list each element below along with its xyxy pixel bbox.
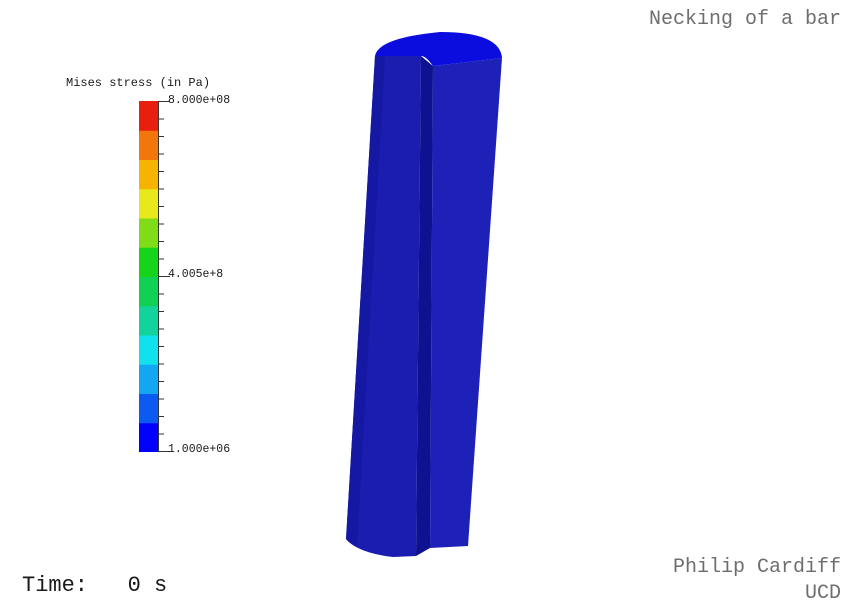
colorbar-band <box>139 393 158 424</box>
organization-credit: UCD <box>804 582 841 605</box>
bar-top-cap <box>375 32 502 66</box>
colorbar-band <box>139 159 158 190</box>
bar-outer-shade <box>346 56 385 547</box>
colorbar-band <box>139 335 158 365</box>
colorbar <box>139 101 158 452</box>
colorbar-band <box>139 188 158 219</box>
time-label: Time: <box>22 573 89 598</box>
colorbar-band <box>139 101 158 131</box>
colorbar-band <box>139 305 158 336</box>
bar-cut-face <box>416 56 433 556</box>
time-readout: Time: 0 s <box>22 573 167 598</box>
colorbar-band <box>139 130 158 160</box>
bar-side-face <box>430 58 502 548</box>
author-credit: Philip Cardiff <box>672 556 841 579</box>
time-value: 0 s <box>127 573 168 598</box>
colorbar-band <box>139 247 158 277</box>
colorbar-min-label: 1.000e+06 <box>168 443 231 456</box>
colorbar-band <box>139 218 158 248</box>
colorbar-band <box>139 276 158 307</box>
colorbar-band <box>139 364 158 394</box>
plot-title: Necking of a bar <box>648 8 841 31</box>
colorbar-ticks <box>158 101 170 452</box>
colorbar-mid-label: 4.005e+8 <box>168 268 224 281</box>
colorbar-max-label: 8.000e+08 <box>168 94 231 107</box>
bar-outer-surface <box>346 56 421 557</box>
colorbar-band <box>139 422 158 452</box>
colorbar-title: Mises stress (in Pa) <box>66 76 211 90</box>
